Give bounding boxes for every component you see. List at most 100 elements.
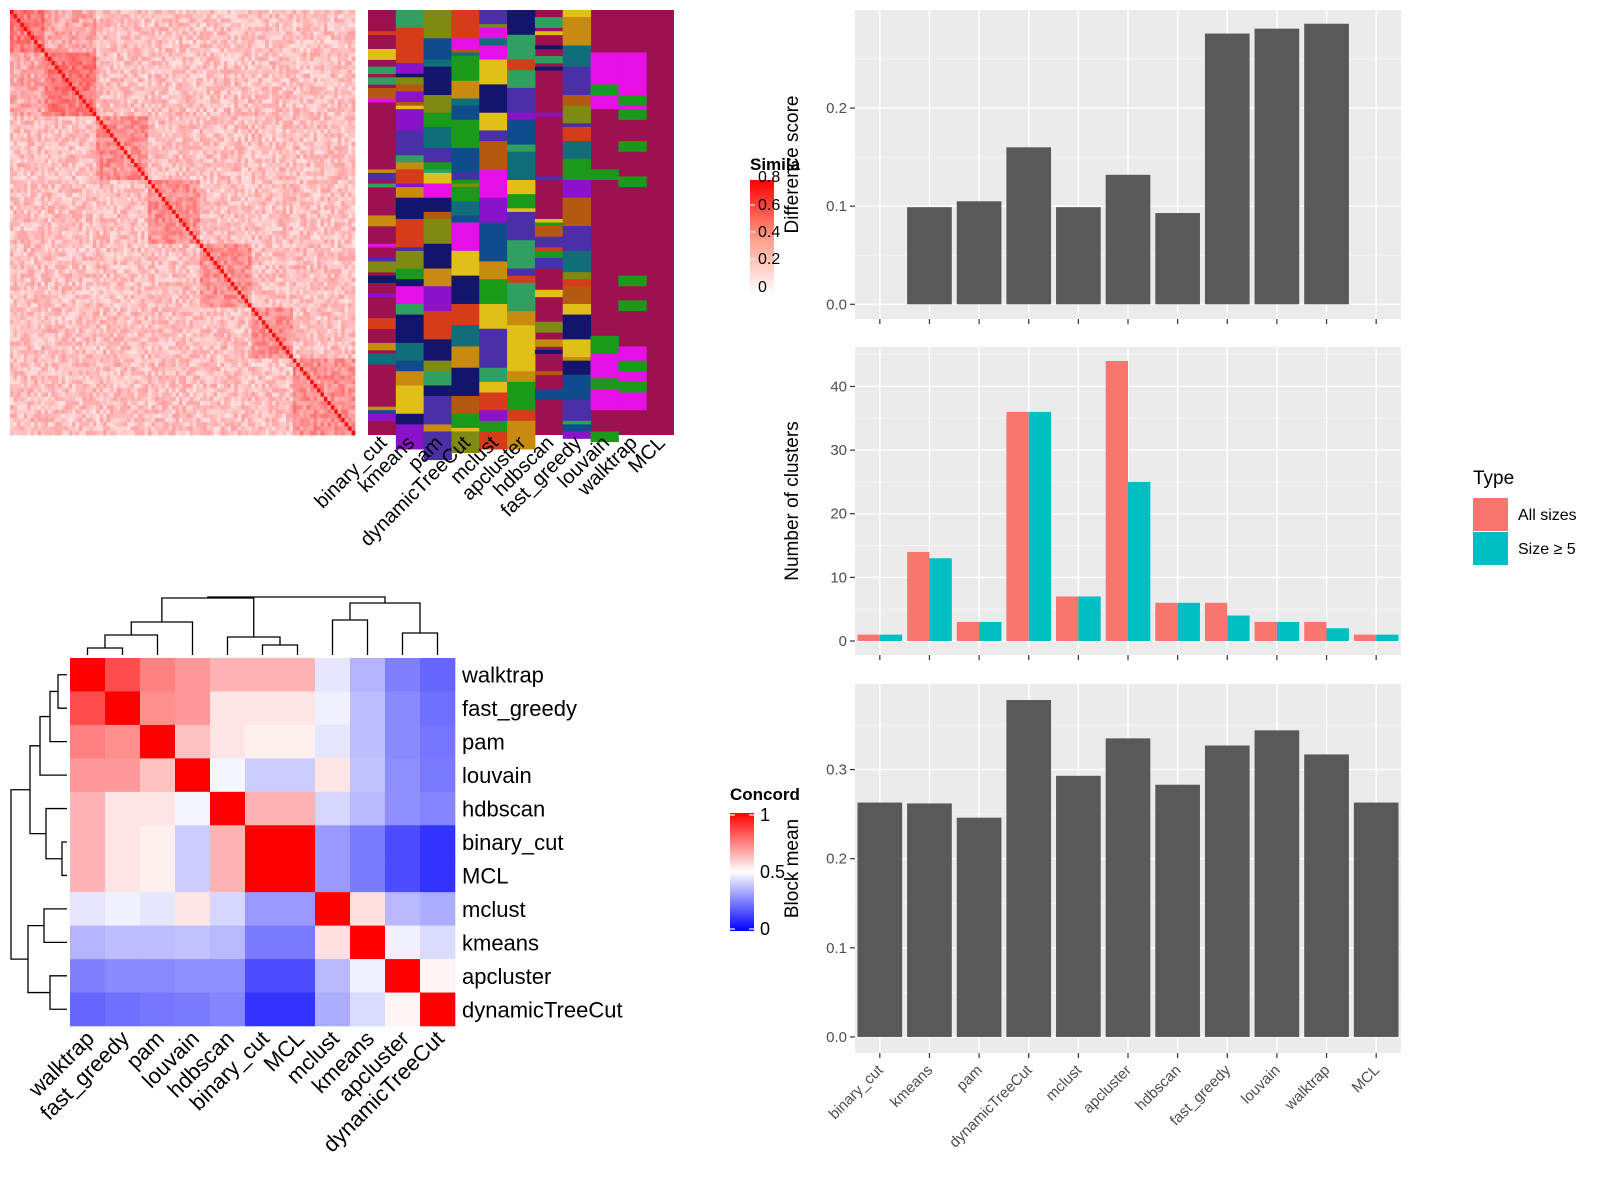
similarity-cell	[203, 175, 208, 181]
similarity-cell	[96, 90, 101, 96]
similarity-cell	[68, 154, 73, 160]
similarity-cell	[99, 56, 104, 62]
similarity-cell	[341, 35, 346, 41]
similarity-cell	[310, 103, 314, 109]
similarity-cell	[189, 214, 194, 219]
similarity-cell	[327, 137, 332, 143]
similarity-cell	[282, 141, 287, 147]
similarity-cell	[175, 52, 180, 58]
similarity-cell	[299, 141, 304, 147]
similarity-cell	[120, 52, 125, 58]
similarity-cell	[47, 39, 52, 45]
similarity-cell	[189, 150, 194, 155]
similarity-cell	[41, 163, 45, 168]
similarity-cell	[72, 73, 76, 79]
similarity-cell	[89, 107, 94, 113]
similarity-cell	[148, 107, 152, 113]
similarity-cell	[320, 188, 325, 194]
similarity-cell	[348, 90, 352, 96]
similarity-cell	[292, 214, 297, 219]
similarity-cell	[251, 39, 256, 45]
similarity-cell	[317, 214, 321, 219]
similarity-cell	[20, 214, 25, 219]
similarity-cell	[96, 137, 101, 143]
similarity-cell	[348, 150, 352, 155]
similarity-cell	[327, 31, 332, 36]
similarity-cell	[154, 163, 159, 168]
similarity-cell	[217, 69, 221, 75]
similarity-cell	[261, 137, 266, 143]
similarity-cell	[151, 99, 156, 104]
similarity-cell	[72, 61, 76, 66]
similarity-cell	[310, 65, 314, 70]
similarity-cell	[82, 214, 87, 219]
similarity-cell	[13, 69, 18, 75]
similarity-cell	[203, 137, 208, 143]
similarity-cell	[223, 78, 228, 83]
similarity-cell	[182, 124, 187, 130]
similarity-cell	[65, 14, 70, 19]
similarity-cell	[123, 10, 128, 15]
similarity-cell	[320, 197, 325, 202]
similarity-cell	[116, 120, 121, 126]
similarity-cell	[96, 129, 101, 134]
similarity-cell	[306, 18, 311, 24]
similarity-cell	[92, 27, 97, 32]
similarity-cell	[223, 180, 228, 185]
similarity-cell	[85, 184, 90, 189]
similarity-cell	[330, 141, 335, 147]
similarity-cell	[248, 171, 252, 177]
similarity-cell	[337, 61, 342, 66]
similarity-cell	[13, 209, 18, 215]
similarity-cell	[161, 78, 166, 83]
similarity-cell	[220, 167, 225, 172]
similarity-cell	[172, 150, 176, 155]
similarity-cell	[79, 103, 83, 109]
similarity-cell	[199, 78, 204, 83]
similarity-cell	[296, 39, 301, 45]
similarity-cell	[158, 205, 163, 211]
similarity-cell	[89, 14, 94, 19]
similarity-cell	[151, 209, 156, 215]
similarity-cell	[323, 205, 328, 211]
similarity-cell	[89, 175, 94, 181]
similarity-cell	[241, 150, 245, 155]
similarity-cell	[120, 146, 125, 151]
similarity-cell	[292, 18, 297, 24]
similarity-cell	[344, 137, 349, 143]
similarity-cell	[123, 52, 128, 58]
similarity-cell	[30, 35, 35, 41]
similarity-cell	[79, 197, 83, 202]
similarity-cell	[289, 27, 294, 32]
similarity-cell	[85, 129, 90, 134]
similarity-cell	[92, 205, 97, 211]
similarity-cell	[348, 137, 352, 143]
similarity-cell	[161, 158, 166, 164]
similarity-cell	[92, 10, 97, 15]
similarity-cell	[34, 31, 38, 36]
similarity-cell	[37, 188, 42, 194]
similarity-cell	[16, 61, 21, 66]
similarity-cell	[286, 86, 290, 92]
similarity-cell	[306, 116, 311, 121]
similarity-cell	[251, 205, 256, 211]
similarity-cell	[227, 133, 232, 138]
similarity-cell	[275, 82, 280, 87]
similarity-cell	[286, 205, 290, 211]
similarity-cell	[185, 201, 190, 206]
similarity-cell	[72, 107, 76, 113]
similarity-cell	[141, 90, 145, 96]
similarity-cell	[99, 14, 104, 19]
similarity-cell	[310, 78, 314, 83]
similarity-cell	[337, 44, 342, 49]
similarity-cell	[217, 22, 221, 28]
similarity-cell	[113, 175, 118, 181]
similarity-cell	[127, 22, 132, 28]
similarity-cell	[217, 124, 221, 130]
similarity-cell	[51, 209, 56, 215]
similarity-cell	[110, 31, 114, 36]
similarity-cell	[299, 78, 304, 83]
similarity-cell	[120, 48, 125, 53]
similarity-cell	[313, 14, 318, 19]
similarity-cell	[320, 218, 325, 223]
